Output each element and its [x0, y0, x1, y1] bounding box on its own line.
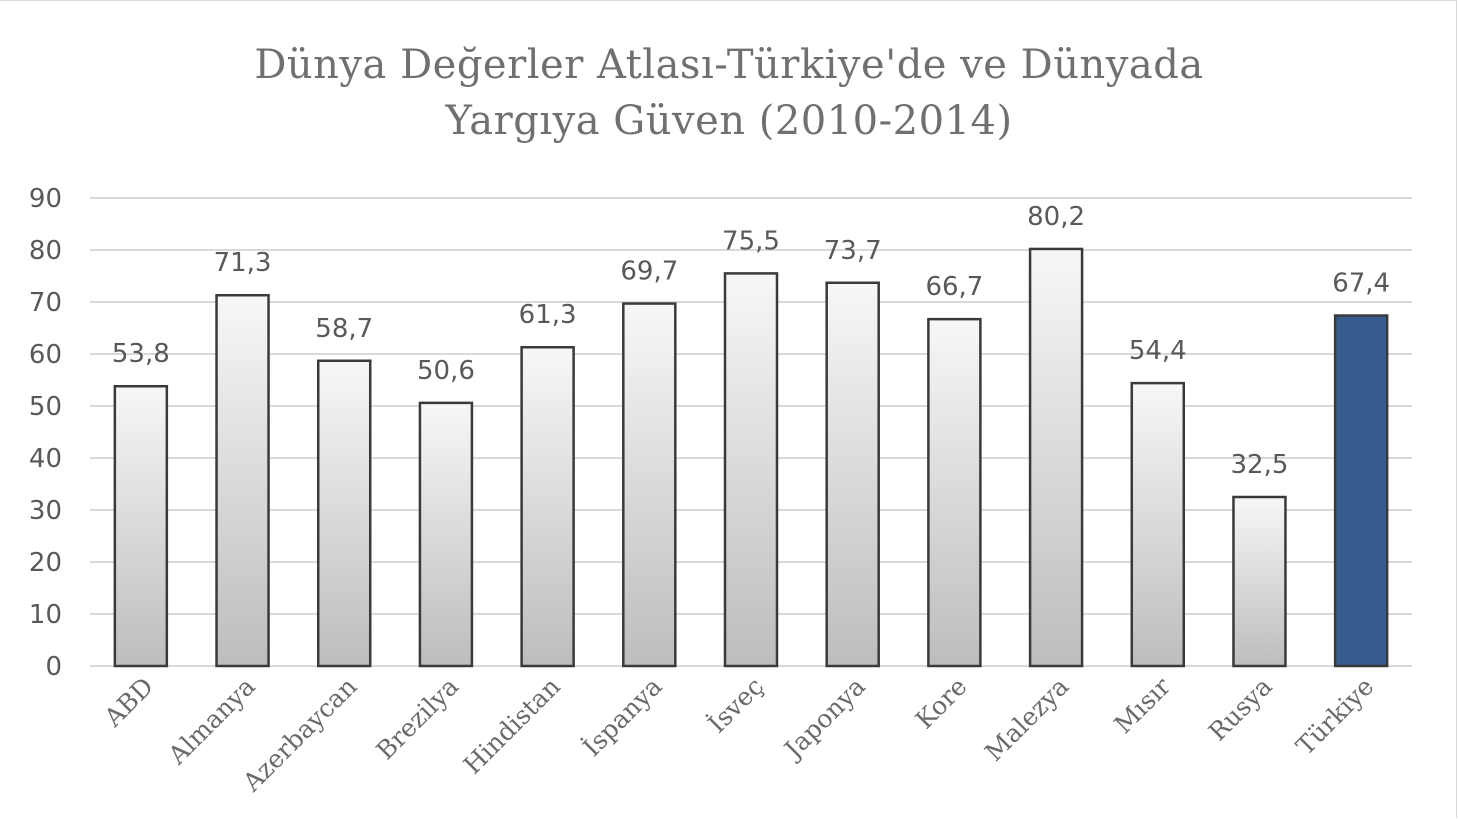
x-tick-label-10: Mısır [1109, 672, 1176, 739]
data-label-4: 61,3 [519, 300, 577, 330]
bar-5 [622, 302, 677, 668]
x-tick-label-0: ABD [98, 672, 159, 733]
data-label-10: 54,4 [1129, 336, 1187, 366]
data-label-3: 50,6 [417, 356, 475, 386]
y-tick-label: 30 [29, 496, 62, 526]
data-label-5: 69,7 [620, 257, 678, 287]
y-tick-label: 90 [29, 184, 62, 214]
chart-title-line-1: Dünya Değerler Atlası-Türkiye'de ve Düny… [254, 42, 1204, 88]
bar-7 [825, 281, 880, 668]
x-tick-label-4: Hindistan [458, 672, 566, 780]
y-tick-label: 70 [29, 288, 62, 318]
data-label-6: 75,5 [722, 226, 780, 256]
data-label-7: 73,7 [824, 236, 882, 266]
x-tick-label-7: Japonya [777, 672, 871, 766]
y-tick-label: 10 [29, 600, 62, 630]
data-label-12: 67,4 [1332, 269, 1390, 299]
bar-4 [520, 345, 575, 668]
bar-3 [418, 401, 474, 668]
bar-2 [316, 359, 372, 668]
bar-9 [1028, 247, 1084, 668]
bar-8 [927, 317, 982, 668]
x-tick-label-9: Malezya [979, 672, 1074, 767]
bar-11 [1232, 495, 1287, 668]
x-tick-label-3: Brezilya [371, 672, 465, 766]
bar-10 [1130, 381, 1186, 668]
data-label-0: 53,8 [112, 339, 170, 369]
y-tick-label: 20 [29, 548, 62, 578]
bar-12 [1333, 314, 1389, 668]
bar-1 [215, 293, 270, 668]
bars [113, 247, 1389, 668]
y-tick-label: 40 [29, 444, 62, 474]
x-tick-label-1: Almanya [162, 672, 261, 771]
chart-title-line-2: Yargıya Güven (2010-2014) [445, 98, 1013, 144]
y-tick-label: 60 [29, 340, 62, 370]
y-tick-label: 0 [45, 652, 62, 682]
data-labels: 53,8 71,3 58,7 50,6 61,3 69,7 75,5 73,7 66,7 80,2… [112, 202, 1390, 480]
data-label-11: 32,5 [1231, 450, 1289, 480]
data-label-8: 66,7 [925, 272, 983, 302]
y-tick-label: 80 [29, 236, 62, 266]
y-tick-label: 50 [29, 392, 62, 422]
x-tick-label-6: İsveç [702, 672, 769, 739]
x-tick-label-12: Türkiye [1290, 672, 1379, 761]
y-axis-ticks: 0 10 20 30 40 50 60 70 80 90 [29, 184, 62, 682]
bar-0 [113, 384, 169, 668]
bar-6 [723, 272, 779, 668]
x-tick-label-11: Rusya [1203, 672, 1278, 747]
data-label-2: 58,7 [315, 314, 373, 344]
x-tick-label-5: İspanya [577, 672, 667, 762]
data-label-9: 80,2 [1027, 202, 1085, 232]
x-tick-label-8: Kore [910, 672, 973, 735]
data-label-1: 71,3 [214, 248, 272, 278]
